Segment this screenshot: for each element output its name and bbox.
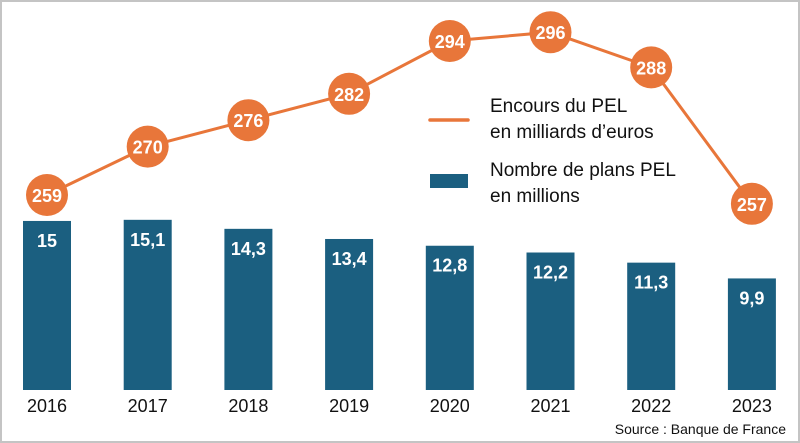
point-2023 xyxy=(730,182,773,225)
bar-2019 xyxy=(325,238,374,390)
bar-2016 xyxy=(23,220,71,390)
point-2020 xyxy=(428,20,471,62)
point-2017 xyxy=(126,125,169,168)
point-2016 xyxy=(26,174,68,216)
x-tick-2019: 2019 xyxy=(329,396,369,416)
point-label-2018: 276 xyxy=(233,111,263,131)
bar-2017 xyxy=(123,219,172,390)
x-tick-2020: 2020 xyxy=(430,396,470,416)
bar-label-2016: 15 xyxy=(37,231,57,251)
x-tick-2017: 2017 xyxy=(128,396,168,416)
legend-bar-swatch xyxy=(430,174,468,188)
source-note: Source : Banque de France xyxy=(615,421,786,437)
legend-line-label-1: Encours du PEL xyxy=(490,96,627,117)
point-label-2023: 257 xyxy=(737,195,767,215)
x-tick-2021: 2021 xyxy=(530,396,570,416)
point-2019 xyxy=(328,72,371,115)
bar-2021 xyxy=(526,252,575,390)
bar-2018 xyxy=(224,228,273,390)
bar-label-2018: 14,3 xyxy=(231,239,266,259)
legend-line-label-2: en milliards d’euros xyxy=(490,122,654,143)
x-tick-2016: 2016 xyxy=(27,396,67,416)
bar-label-2023: 9,9 xyxy=(739,288,764,308)
point-2022 xyxy=(630,46,673,89)
point-label-2021: 296 xyxy=(535,23,565,43)
point-label-2022: 288 xyxy=(636,58,666,78)
x-tick-2018: 2018 xyxy=(228,396,268,416)
legend-bar-label-2: en millions xyxy=(490,186,580,207)
x-tick-2022: 2022 xyxy=(631,396,671,416)
bar-2022 xyxy=(627,262,676,390)
bar-label-2019: 13,4 xyxy=(332,249,367,269)
legend: Encours du PEL en milliards d’euros Nomb… xyxy=(428,96,676,207)
legend-bar-label-1: Nombre de plans PEL xyxy=(490,160,676,181)
point-2021 xyxy=(529,11,572,54)
x-tick-2023: 2023 xyxy=(732,396,772,416)
point-label-2020: 294 xyxy=(435,32,465,52)
point-label-2016: 259 xyxy=(32,186,62,206)
bar-2023 xyxy=(727,278,776,390)
bar-label-2021: 12,2 xyxy=(533,263,568,283)
bar-label-2022: 11,3 xyxy=(634,273,668,293)
point-label-2019: 282 xyxy=(334,85,364,105)
bar-2020 xyxy=(425,245,474,390)
bar-label-2020: 12,8 xyxy=(432,256,467,276)
point-2018 xyxy=(227,99,270,142)
point-label-2017: 270 xyxy=(133,138,163,158)
bar-label-2017: 15,1 xyxy=(130,230,165,250)
